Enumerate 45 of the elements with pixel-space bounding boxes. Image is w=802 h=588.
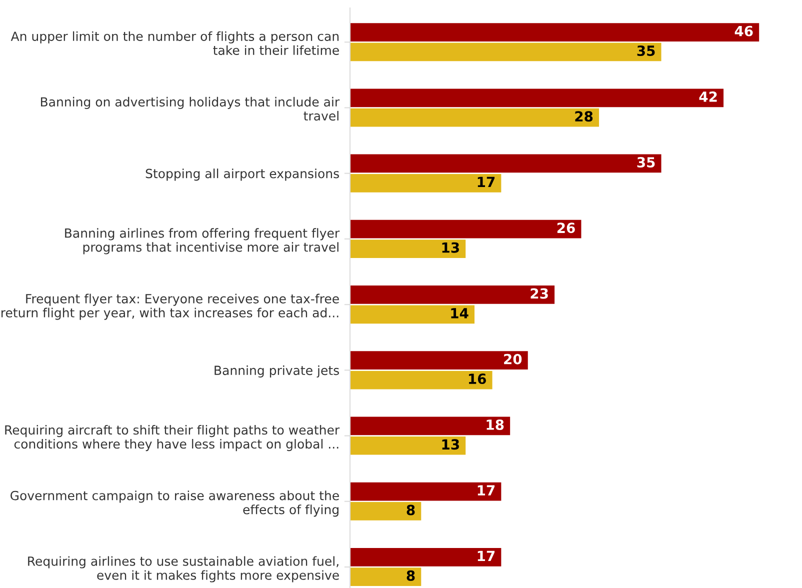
bar xyxy=(350,174,502,192)
data-label: 46 xyxy=(734,26,753,36)
bar xyxy=(350,351,528,370)
data-label: 26 xyxy=(557,222,575,234)
data-label: 13 xyxy=(442,439,459,450)
bar xyxy=(350,23,760,42)
bar xyxy=(350,548,502,566)
data-label: 8 xyxy=(406,504,415,516)
bar xyxy=(350,502,422,520)
data-label: 17 xyxy=(478,550,495,561)
bar xyxy=(350,88,724,108)
y-tick-label: Banning airlines from offering frequent flyer programs that incentivise more air travel xyxy=(65,228,340,254)
y-tick-label: Requiring aircraft to shift their flight paths to weather conditions where they have less impact on global ... xyxy=(5,424,340,452)
data-label: 23 xyxy=(530,288,548,299)
data-label: 16 xyxy=(468,374,486,384)
y-tick-label: Banning private jets xyxy=(214,365,339,378)
bar xyxy=(350,416,510,436)
bar xyxy=(350,482,502,501)
data-label: 14 xyxy=(451,308,468,318)
data-label: 35 xyxy=(637,157,655,168)
bar xyxy=(350,220,582,238)
y-tick-label: Stopping all airport expansions xyxy=(146,168,339,181)
bar xyxy=(350,305,475,324)
data-label: 8 xyxy=(406,570,415,581)
data-label: 17 xyxy=(478,485,495,496)
data-label: 28 xyxy=(575,111,593,122)
bar xyxy=(350,568,422,586)
data-label: 13 xyxy=(442,242,459,253)
y-tick-label: Banning on advertising holidays that include air travel xyxy=(40,96,340,121)
data-label: 35 xyxy=(637,45,655,56)
y-tick-label: Government campaign to raise awareness about the effects of flying xyxy=(10,490,339,517)
bar xyxy=(350,370,492,390)
y-tick-label: An upper limit on the number of flights a person can take in their lifetime xyxy=(10,31,339,55)
bar xyxy=(350,436,466,455)
data-label: 17 xyxy=(478,176,495,188)
bar xyxy=(350,286,555,304)
data-label: 20 xyxy=(504,354,522,364)
y-tick-label: Frequent flyer tax: Everyone receives one tax-free return flight per year, with tax increases for each ad... xyxy=(2,294,339,320)
bar xyxy=(350,154,662,173)
data-label: 42 xyxy=(699,91,717,102)
data-label: 18 xyxy=(486,419,504,430)
bar xyxy=(350,42,662,62)
bar xyxy=(350,240,466,258)
bar xyxy=(350,108,600,127)
y-tick-label: Requiring airlines to use sustainable aviation fuel, even it it makes fights more expensive xyxy=(28,556,339,582)
